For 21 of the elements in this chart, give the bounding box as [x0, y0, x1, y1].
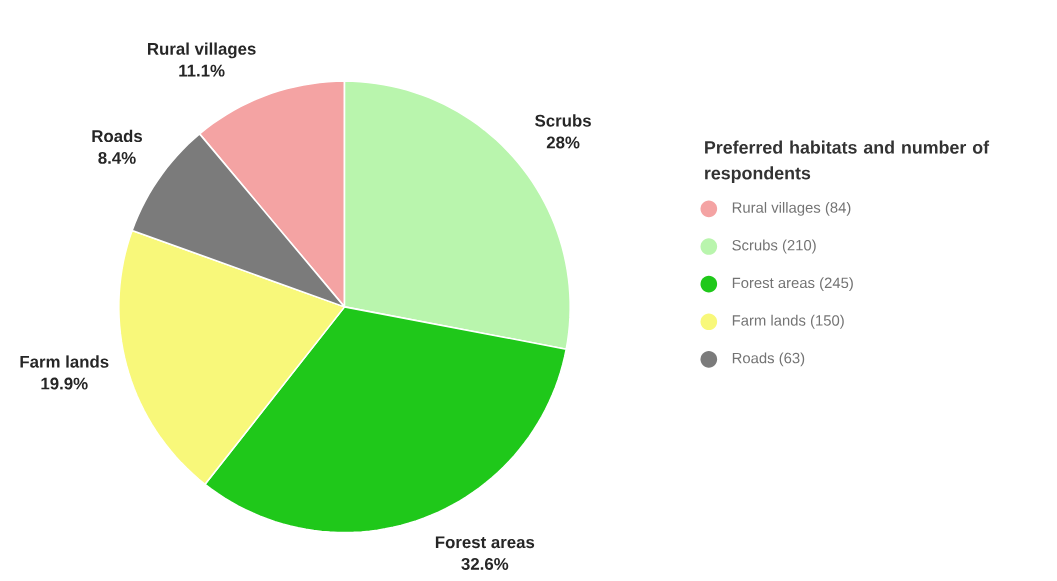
data-label: 8.4% [98, 151, 136, 164]
legend-label: Rural villages [732, 201, 821, 216]
legend-label: Roads [732, 352, 775, 364]
text: (150) [810, 314, 844, 329]
data-label: 28% [546, 136, 580, 149]
text: (245) [820, 277, 853, 291]
legend-label: Farm lands [732, 314, 806, 326]
text: (84) [825, 201, 851, 216]
data-label: 11.1% [179, 64, 225, 77]
slice-label: Rural villages [148, 42, 256, 59]
legend-label: Scrubs [732, 239, 778, 251]
legend-title: Preferred habitats and number of respondents [705, 140, 990, 183]
text: (63) [779, 352, 805, 367]
text: (210) [782, 239, 816, 254]
data-label: 32.6% [461, 557, 509, 570]
legend-label: Forest areas [732, 277, 815, 289]
slice-label: Roads [92, 129, 143, 143]
data-label: 19.9% [41, 377, 88, 390]
slice-label: Forest areas [435, 536, 535, 549]
slice-label: Scrubs [535, 114, 591, 127]
slice-label: Farm lands [20, 355, 109, 368]
